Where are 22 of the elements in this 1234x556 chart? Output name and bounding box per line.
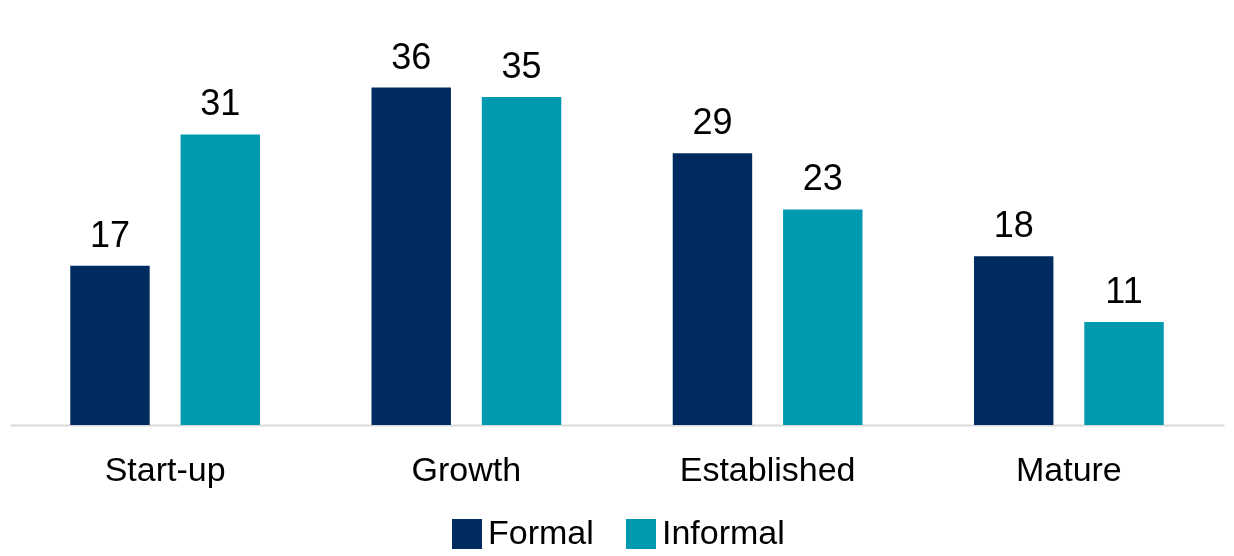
legend-label: Informal <box>662 513 785 551</box>
data-label: 35 <box>501 44 542 86</box>
data-label: 36 <box>391 35 432 77</box>
bar <box>783 209 863 425</box>
bar <box>371 87 451 425</box>
bar <box>672 153 753 425</box>
data-label: 31 <box>200 82 241 124</box>
bar <box>973 256 1054 425</box>
bar <box>481 96 562 425</box>
x-tick-label: Mature <box>1015 449 1122 488</box>
x-tick-label: Start-up <box>104 449 226 488</box>
data-label: 18 <box>993 204 1034 246</box>
data-label: 17 <box>89 213 130 255</box>
data-label: 23 <box>802 157 843 199</box>
bar <box>180 134 261 425</box>
legend-label: Formal <box>488 513 594 551</box>
x-tick-label: Established <box>679 449 856 488</box>
x-tick-label: Growth <box>411 449 522 488</box>
data-label: 11 <box>1105 269 1143 311</box>
bar <box>1084 321 1164 425</box>
data-label: 29 <box>692 101 733 143</box>
bar <box>70 265 150 425</box>
